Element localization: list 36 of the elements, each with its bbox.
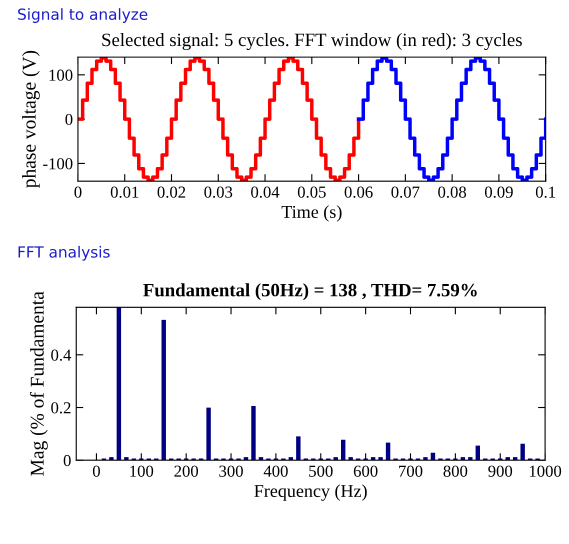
x-tick-label: 0.01 — [110, 186, 138, 198]
x-tick-label: 0.08 — [438, 186, 466, 198]
x-tick-label: 0 — [74, 186, 82, 198]
x-axis-title: Time (s) — [282, 205, 342, 222]
x-tick-label: 100 — [130, 466, 154, 477]
x-tick-label: 700 — [399, 466, 422, 477]
x-axis-title: Frequency (Hz) — [254, 484, 367, 501]
chart-title: Selected signal: 5 cycles. FFT window (in red): 3 cycles — [102, 33, 522, 50]
x-tick-label: 400 — [264, 466, 288, 477]
x-tick-label: 300 — [219, 466, 243, 477]
x-tick-label: 0.1 — [536, 186, 556, 198]
y-tick-label: 100 — [50, 70, 72, 81]
text: FFT analysis — [18, 246, 110, 261]
x-tick-label: 200 — [174, 466, 198, 477]
x-tick-label: 0.02 — [158, 186, 186, 198]
text: Signal to analyze — [18, 8, 148, 23]
x-tick-label: 500 — [309, 466, 333, 477]
x-tick-label: 0.05 — [298, 186, 326, 198]
x-tick-label: 0 — [92, 466, 100, 477]
chart-title: Fundamental (50Hz) = 138 , THD= 7.59% — [143, 283, 477, 300]
x-tick-label: 0.07 — [391, 186, 420, 198]
y-axis-title: phase voltage (V) — [22, 50, 40, 188]
x-tick-label: 800 — [444, 466, 468, 477]
y-tick-label: 0 — [65, 114, 72, 126]
y-tick-label: 0.4 — [51, 350, 72, 361]
x-tick-label: 1000 — [530, 466, 562, 477]
y-tick-label: -100 — [43, 158, 72, 170]
y-axis-title: Mag (% of Fundamenta — [30, 291, 48, 476]
x-tick-label: 0.04 — [251, 186, 280, 198]
x-tick-label: 0.03 — [204, 186, 232, 198]
x-tick-label: 600 — [354, 466, 378, 477]
y-tick-label: 0 — [64, 454, 71, 466]
x-tick-label: 900 — [488, 466, 512, 477]
x-tick-label: 0.09 — [484, 186, 513, 198]
x-tick-label: 0.06 — [344, 186, 373, 198]
y-tick-label: 0.2 — [51, 402, 70, 414]
